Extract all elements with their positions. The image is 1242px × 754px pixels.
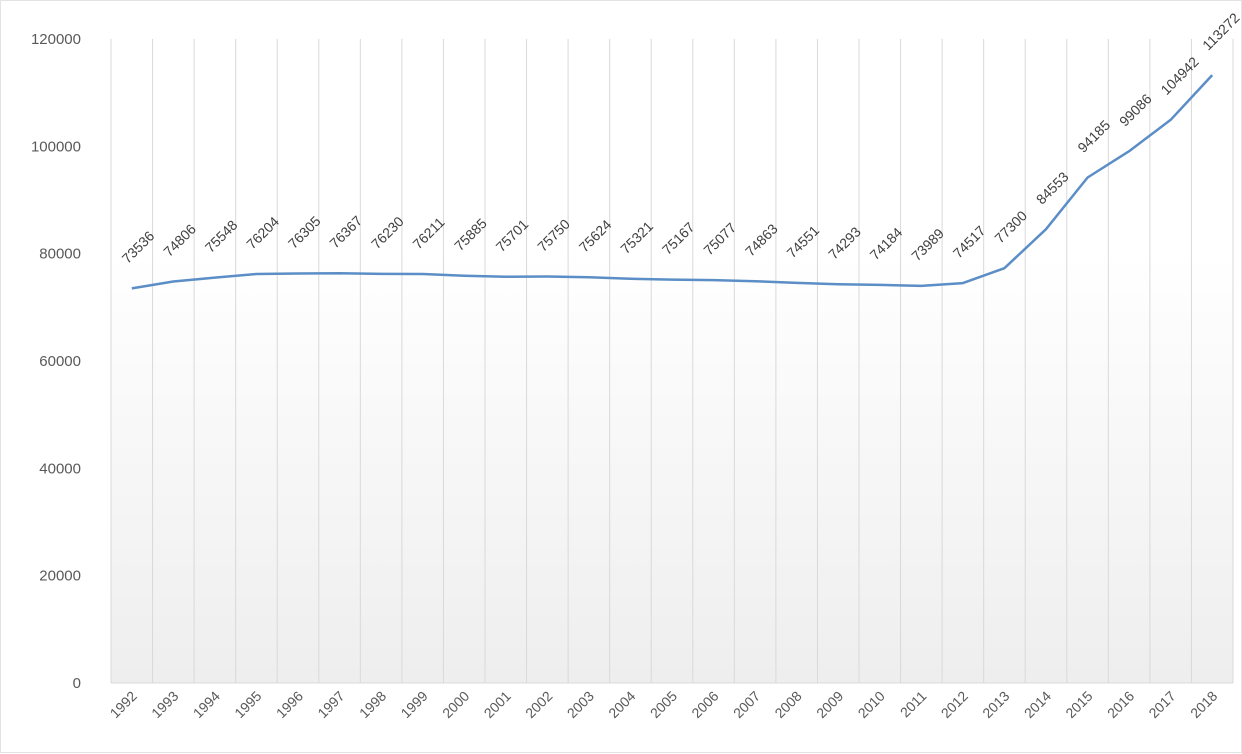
- x-tick-label: 2015: [1062, 688, 1095, 721]
- data-point: [670, 278, 674, 282]
- x-tick-label: 2012: [938, 688, 971, 721]
- data-label: 76367: [326, 212, 365, 251]
- data-label: 76305: [285, 213, 324, 252]
- data-label: 75321: [617, 218, 656, 257]
- data-label: 76230: [368, 213, 407, 252]
- series-layer: [130, 73, 1214, 290]
- y-tick-label: 120000: [31, 31, 81, 48]
- data-point: [1127, 149, 1131, 153]
- plot-area: [111, 253, 1233, 683]
- x-tick-label: 2004: [605, 688, 638, 721]
- data-point: [213, 276, 217, 280]
- data-point: [379, 272, 383, 276]
- data-label: 84553: [1033, 168, 1072, 207]
- data-point: [462, 274, 466, 278]
- data-label: 75548: [202, 217, 241, 256]
- x-tick-label: 2007: [730, 688, 763, 721]
- data-point: [1169, 118, 1173, 122]
- data-point: [1210, 73, 1214, 77]
- x-tick-label: 1999: [397, 688, 430, 721]
- x-tick-label: 2006: [688, 688, 721, 721]
- data-label: 75885: [451, 215, 490, 254]
- y-axis-ticks: 0 20000 40000 60000 80000 100000 120000: [31, 31, 81, 692]
- data-point: [254, 272, 258, 276]
- x-tick-label: 1995: [231, 688, 264, 721]
- data-point: [421, 272, 425, 276]
- x-tick-label: 1996: [273, 688, 306, 721]
- data-point: [1002, 266, 1006, 270]
- data-label: 99086: [1116, 90, 1155, 129]
- data-label: 75624: [576, 216, 615, 255]
- x-tick-label: 2010: [855, 688, 888, 721]
- data-point: [628, 277, 632, 281]
- data-point: [338, 271, 342, 275]
- data-label: 74863: [742, 220, 781, 259]
- x-tick-label: 1992: [107, 688, 140, 721]
- data-label: 75701: [493, 216, 532, 255]
- y-tick-label: 60000: [39, 353, 81, 370]
- data-point: [587, 275, 591, 279]
- data-point: [1086, 176, 1090, 180]
- x-tick-label: 2011: [897, 688, 930, 721]
- x-tick-label: 2005: [647, 688, 680, 721]
- data-point: [296, 271, 300, 275]
- data-label: 113272: [1199, 9, 1242, 53]
- x-tick-label: 1998: [356, 688, 389, 721]
- data-label: 77300: [991, 207, 1030, 246]
- x-tick-label: 2017: [1145, 688, 1178, 721]
- data-label: 104942: [1157, 53, 1201, 97]
- x-tick-label: 1993: [148, 688, 181, 721]
- data-point: [919, 284, 923, 288]
- data-point: [712, 278, 716, 282]
- data-label: 76211: [409, 214, 447, 252]
- data-point: [836, 282, 840, 286]
- data-point: [545, 274, 549, 278]
- x-tick-label: 2000: [439, 688, 472, 721]
- data-point: [130, 286, 134, 290]
- y-tick-label: 40000: [39, 460, 81, 477]
- x-axis-ticks: 1992 1993 1994 1995 1996 1997 1998 1999 2000 2001…: [107, 688, 1221, 721]
- data-point: [961, 281, 965, 285]
- x-tick-label: 2013: [979, 688, 1012, 721]
- data-label: 94185: [1074, 117, 1113, 156]
- data-point: [171, 280, 175, 284]
- vertical-gridlines: [110, 39, 1234, 684]
- data-label: 75167: [659, 219, 698, 258]
- data-labels: 73536 74806 75548 76204 76305 76367 76230 76211…: [119, 9, 1242, 266]
- data-point: [878, 283, 882, 287]
- data-label: 76204: [243, 213, 282, 252]
- y-tick-label: 80000: [39, 246, 81, 263]
- series-line: [131, 74, 1214, 290]
- x-tick-label: 2001: [481, 688, 514, 721]
- x-tick-label: 2008: [771, 688, 804, 721]
- y-tick-label: 20000: [39, 568, 81, 585]
- data-point: [504, 275, 508, 279]
- data-point: [753, 279, 757, 283]
- y-tick-label: 0: [73, 675, 81, 692]
- data-point: [1044, 227, 1048, 231]
- x-tick-label: 2002: [522, 688, 555, 721]
- x-tick-label: 2009: [813, 688, 846, 721]
- x-tick-label: 2014: [1021, 688, 1054, 721]
- y-tick-label: 100000: [31, 138, 81, 155]
- data-point: [795, 281, 799, 285]
- x-tick-label: 2016: [1104, 688, 1137, 721]
- x-tick-label: 2003: [564, 688, 597, 721]
- x-tick-label: 1994: [190, 688, 223, 721]
- x-tick-label: 2018: [1187, 688, 1220, 721]
- data-label: 75077: [700, 219, 739, 258]
- data-label: 75750: [534, 216, 573, 255]
- x-tick-label: 1997: [314, 688, 347, 721]
